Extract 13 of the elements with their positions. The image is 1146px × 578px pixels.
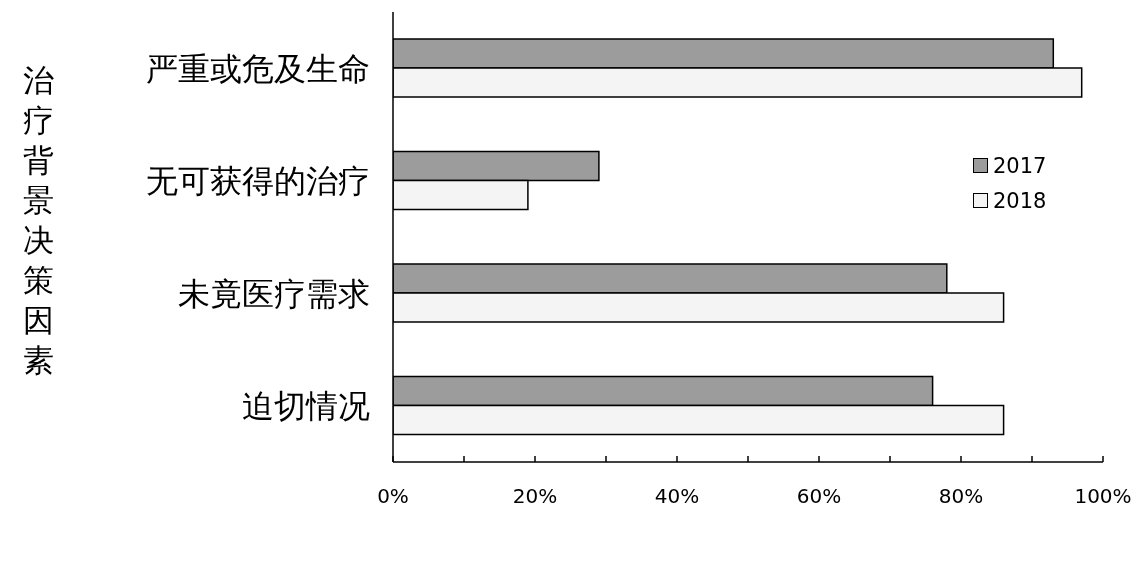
x-tick-label: 20% (512, 484, 558, 508)
y-tick-label: 迫切情况 (242, 387, 370, 426)
x-tick-label: 80% (938, 484, 984, 508)
y-tick-label: 未竟医疗需求 (178, 274, 370, 313)
x-tick-label: 0% (377, 484, 409, 508)
legend-label: 2017 (993, 153, 1047, 178)
legend-label: 2018 (993, 188, 1047, 213)
x-tick-label: 40% (654, 484, 700, 508)
x-tick-label: 100% (1074, 484, 1132, 508)
y-tick-label: 无可获得的治疗 (146, 162, 370, 201)
y-tick-label: 严重或危及生命 (146, 49, 370, 88)
x-tick-label: 60% (796, 484, 842, 508)
y-axis-title: 治疗背景决策因素 (22, 61, 54, 380)
